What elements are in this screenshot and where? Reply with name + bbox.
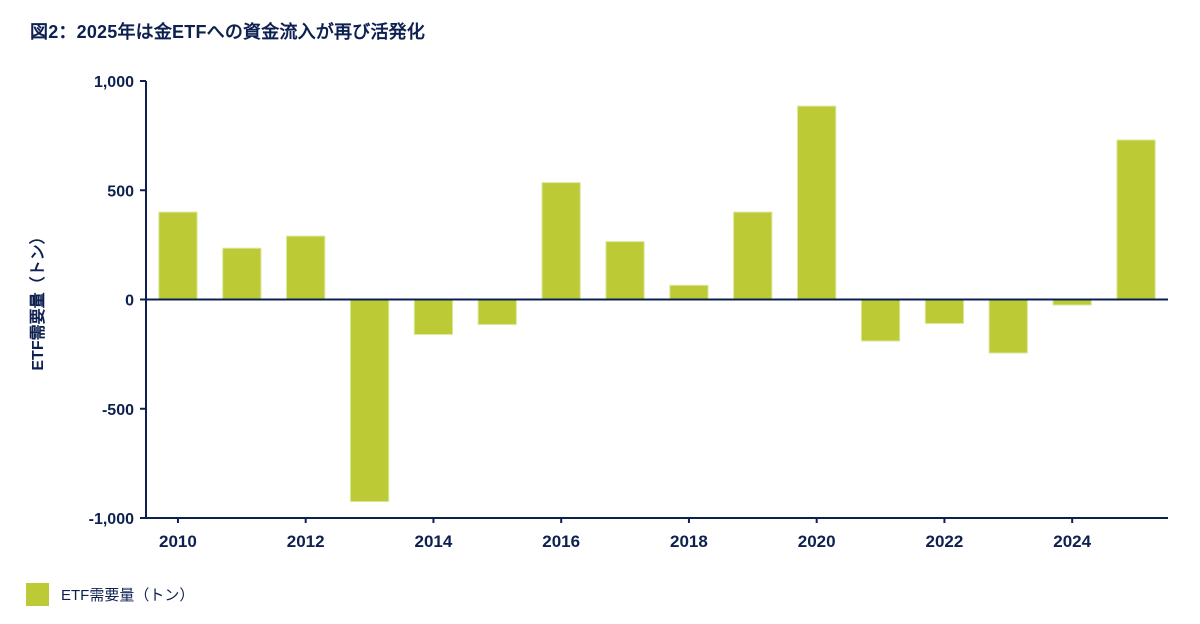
bar-2022 [924,299,965,324]
x-tick-label: 2016 [542,532,580,551]
bar-2021 [860,299,901,342]
bar-2016 [541,182,581,301]
legend-swatch [26,583,49,606]
x-tick-label: 2018 [670,532,708,551]
bar-2020 [797,105,837,300]
bar-2013 [349,299,390,503]
bar-2012 [286,235,326,301]
bar-2014 [413,299,454,335]
y-tick-label: 0 [125,293,134,310]
bar-2011 [222,247,262,300]
bar-2025 [1116,139,1156,300]
y-tick-label: 500 [107,183,134,200]
legend: ETF需要量（トン） [26,583,194,606]
x-tick-label: 2010 [159,532,197,551]
x-tick-label: 2014 [415,532,453,551]
bar-2018 [669,284,709,300]
bar-2010 [158,211,198,301]
y-tick-label: -500 [102,402,134,419]
bar-2023 [988,299,1028,354]
x-tick-label: 2012 [287,532,325,551]
y-axis-title: ETF需要量（トン） [28,228,47,370]
bar-2015 [477,299,517,326]
bar-2017 [605,241,645,301]
legend-label: ETF需要量（トン） [61,587,195,604]
chart-title: 図2：2025年は金ETFへの資金流入が再び活発化 [30,22,426,42]
y-tick-label: -1,000 [89,511,134,528]
bar-2019 [733,211,773,301]
x-tick-label: 2020 [798,532,836,551]
y-tick-label: 1,000 [94,74,134,91]
x-tick-label: 2024 [1053,532,1091,551]
x-tick-label: 2022 [926,532,964,551]
